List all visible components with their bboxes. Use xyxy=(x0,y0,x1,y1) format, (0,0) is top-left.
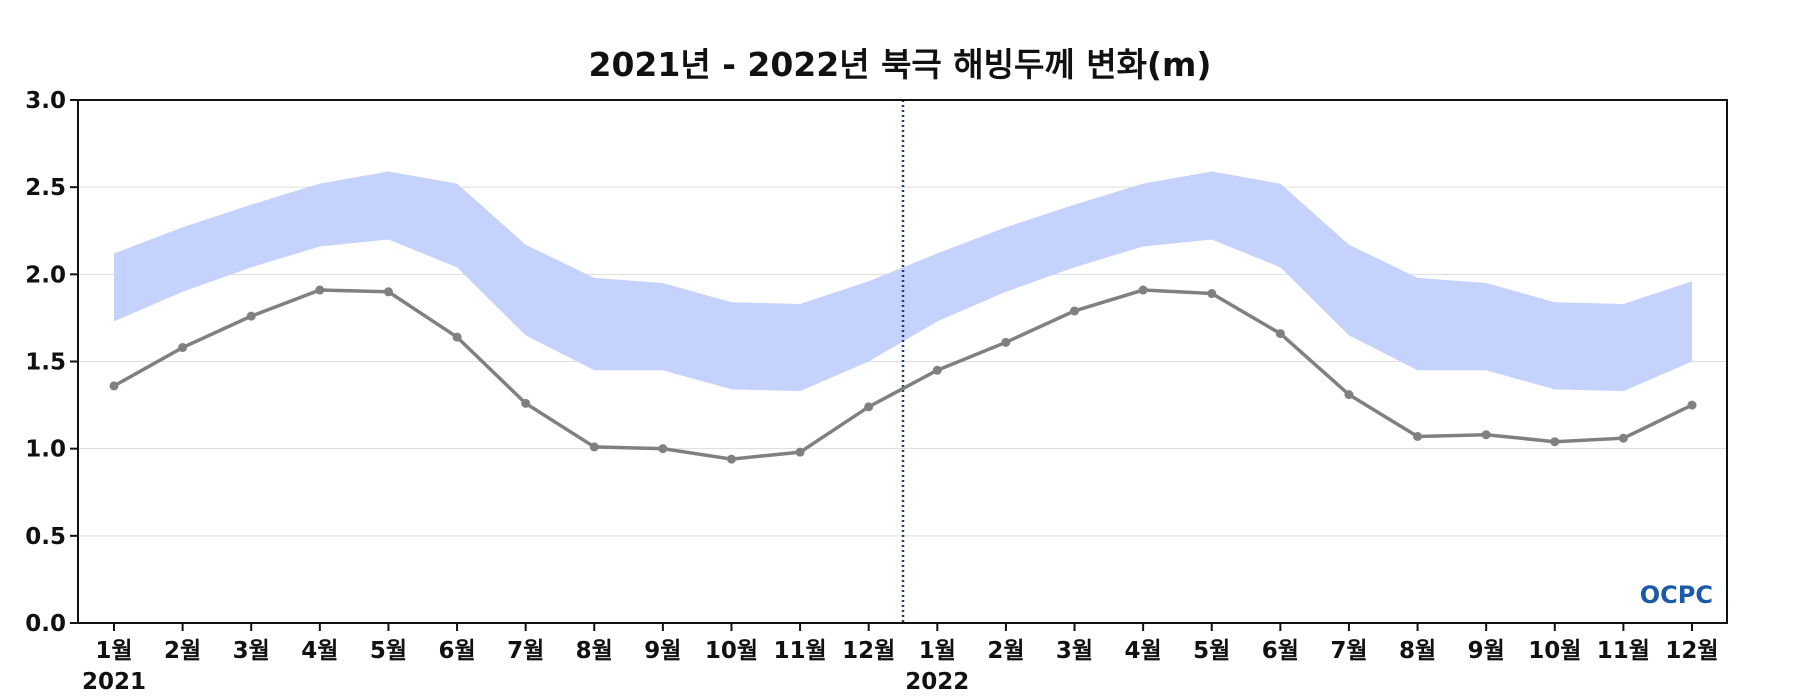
data-point-6 xyxy=(521,398,531,408)
x-tick-label-8: 9월 xyxy=(644,638,681,664)
x-tick-label-21: 10월 xyxy=(1528,638,1581,664)
data-point-12 xyxy=(932,365,942,375)
data-point-9 xyxy=(726,454,736,464)
y-axis-ticks: 0.0 0.5 1.0 1.5 2.0 2.5 3.0 xyxy=(25,88,78,637)
data-point-17 xyxy=(1275,329,1285,339)
x-tick-label-17: 6월 xyxy=(1262,638,1299,664)
x-axis-ticks: 1월 2월 3월 4월 5월 6월 7월 8월 9월 10월 11월 12월 1월 2월 3월 4월 5월 6월 7… xyxy=(95,623,1719,664)
x-tick-label-18: 7월 xyxy=(1330,638,1367,664)
year-labels: 2021 2022 xyxy=(82,669,969,695)
y-tick-label-0: 0.0 xyxy=(25,611,66,637)
x-tick-label-23: 12월 xyxy=(1665,638,1718,664)
x-tick-label-19: 8월 xyxy=(1399,638,1436,664)
chart-title: 2021년 - 2022년 북극 해빙두께 변화(m) xyxy=(588,45,1212,84)
data-point-19 xyxy=(1413,431,1423,441)
x-tick-label-13: 2월 xyxy=(987,638,1024,664)
x-tick-label-20: 9월 xyxy=(1468,638,1505,664)
x-tick-label-16: 5월 xyxy=(1193,638,1230,664)
data-point-5 xyxy=(452,332,462,342)
data-point-22 xyxy=(1618,433,1628,443)
data-point-20 xyxy=(1481,430,1491,440)
data-point-21 xyxy=(1550,437,1560,447)
y-tick-label-1: 0.5 xyxy=(25,524,66,550)
data-point-10 xyxy=(795,447,805,457)
data-point-7 xyxy=(589,442,599,452)
data-point-15 xyxy=(1138,285,1148,295)
data-point-23 xyxy=(1687,400,1697,410)
x-tick-label-12: 1월 xyxy=(919,638,956,664)
series-line-0 xyxy=(113,288,1693,461)
y-tick-label-4: 2.0 xyxy=(25,262,66,288)
x-tick-label-7: 8월 xyxy=(576,638,613,664)
data-point-16 xyxy=(1207,289,1217,299)
x-tick-label-22: 11월 xyxy=(1597,638,1650,664)
x-tick-label-3: 4월 xyxy=(301,638,338,664)
data-point-4 xyxy=(383,287,393,297)
data-point-13 xyxy=(1001,337,1011,347)
x-tick-label-11: 12월 xyxy=(842,638,895,664)
series-layer xyxy=(109,285,1697,464)
year-label-1: 2022 xyxy=(905,669,969,695)
x-tick-label-0: 1월 xyxy=(95,638,132,664)
data-point-18 xyxy=(1344,390,1354,400)
data-point-1 xyxy=(178,343,188,353)
ocpc-logo: OCPC xyxy=(1640,581,1713,609)
data-point-3 xyxy=(315,285,325,295)
x-tick-label-2: 3월 xyxy=(233,638,270,664)
year-label-0: 2021 xyxy=(82,669,146,695)
data-point-0 xyxy=(109,381,119,391)
x-tick-label-6: 7월 xyxy=(507,638,544,664)
y-tick-label-3: 1.5 xyxy=(25,350,66,376)
data-point-2 xyxy=(246,311,256,321)
y-tick-label-2: 1.0 xyxy=(25,437,66,463)
x-tick-label-10: 11월 xyxy=(774,638,827,664)
x-tick-label-4: 5월 xyxy=(370,638,407,664)
data-point-11 xyxy=(864,402,874,412)
x-tick-label-14: 3월 xyxy=(1056,638,1093,664)
y-tick-label-6: 3.0 xyxy=(25,88,66,114)
data-point-14 xyxy=(1070,306,1080,316)
x-tick-label-15: 4월 xyxy=(1125,638,1162,664)
x-tick-label-5: 6월 xyxy=(438,638,475,664)
x-tick-label-1: 2월 xyxy=(164,638,201,664)
x-tick-label-9: 10월 xyxy=(705,638,758,664)
y-tick-label-5: 2.5 xyxy=(25,175,66,201)
data-point-8 xyxy=(658,444,668,454)
